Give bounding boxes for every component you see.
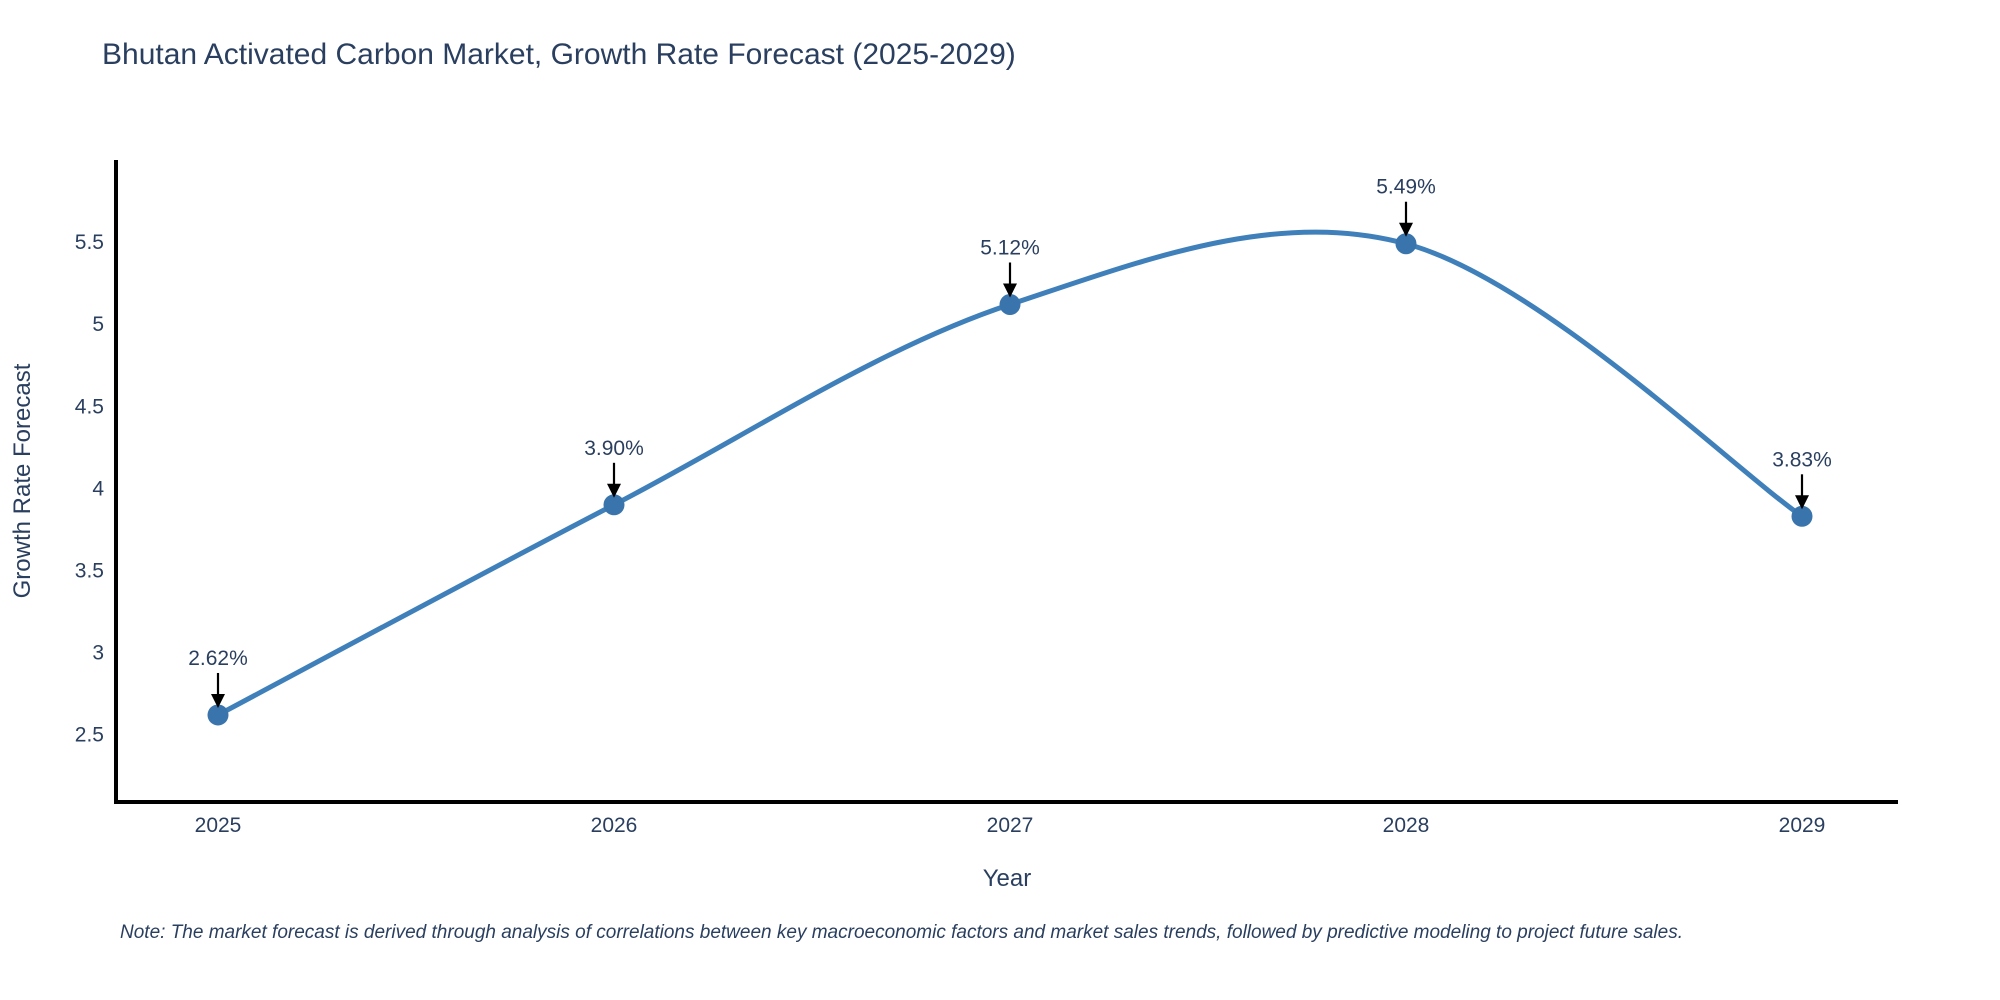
- annotation-arrow-head: [607, 483, 621, 498]
- y-tick-label: 5: [92, 313, 104, 336]
- annotation-arrow-head: [1795, 495, 1809, 510]
- y-tick-label: 4: [92, 477, 104, 500]
- y-tick-label: 3: [92, 642, 104, 665]
- data-point-marker[interactable]: [999, 293, 1021, 315]
- x-tick-label: 2027: [987, 814, 1034, 837]
- annotation-label: 3.83%: [1772, 448, 1832, 471]
- annotation-label: 3.90%: [584, 437, 644, 460]
- x-tick-label: 2025: [195, 814, 242, 837]
- annotation-arrow-head: [211, 693, 225, 708]
- x-axis-title: Year: [983, 865, 1032, 892]
- y-tick-label: 3.5: [75, 559, 104, 582]
- data-point-marker[interactable]: [603, 494, 625, 516]
- annotation-arrow-head: [1399, 222, 1413, 237]
- y-axis-title: Growth Rate Forecast: [9, 363, 36, 598]
- y-tick-label: 2.5: [75, 724, 104, 747]
- y-tick-label: 5.5: [75, 231, 104, 254]
- annotation-label: 2.62%: [188, 647, 248, 670]
- footnote: Note: The market forecast is derived thr…: [120, 922, 1683, 943]
- x-tick-label: 2026: [591, 814, 638, 837]
- x-tick-label: 2029: [1779, 814, 1826, 837]
- y-tick-label: 4.5: [75, 395, 104, 418]
- data-point-marker[interactable]: [207, 704, 229, 726]
- chart-title: Bhutan Activated Carbon Market, Growth R…: [102, 38, 1016, 71]
- data-point-marker[interactable]: [1395, 233, 1417, 255]
- annotation-label: 5.12%: [980, 236, 1040, 259]
- annotation-arrow-head: [1003, 283, 1017, 298]
- x-tick-label: 2028: [1383, 814, 1430, 837]
- annotation-label: 5.49%: [1376, 176, 1436, 199]
- data-point-marker[interactable]: [1791, 505, 1813, 527]
